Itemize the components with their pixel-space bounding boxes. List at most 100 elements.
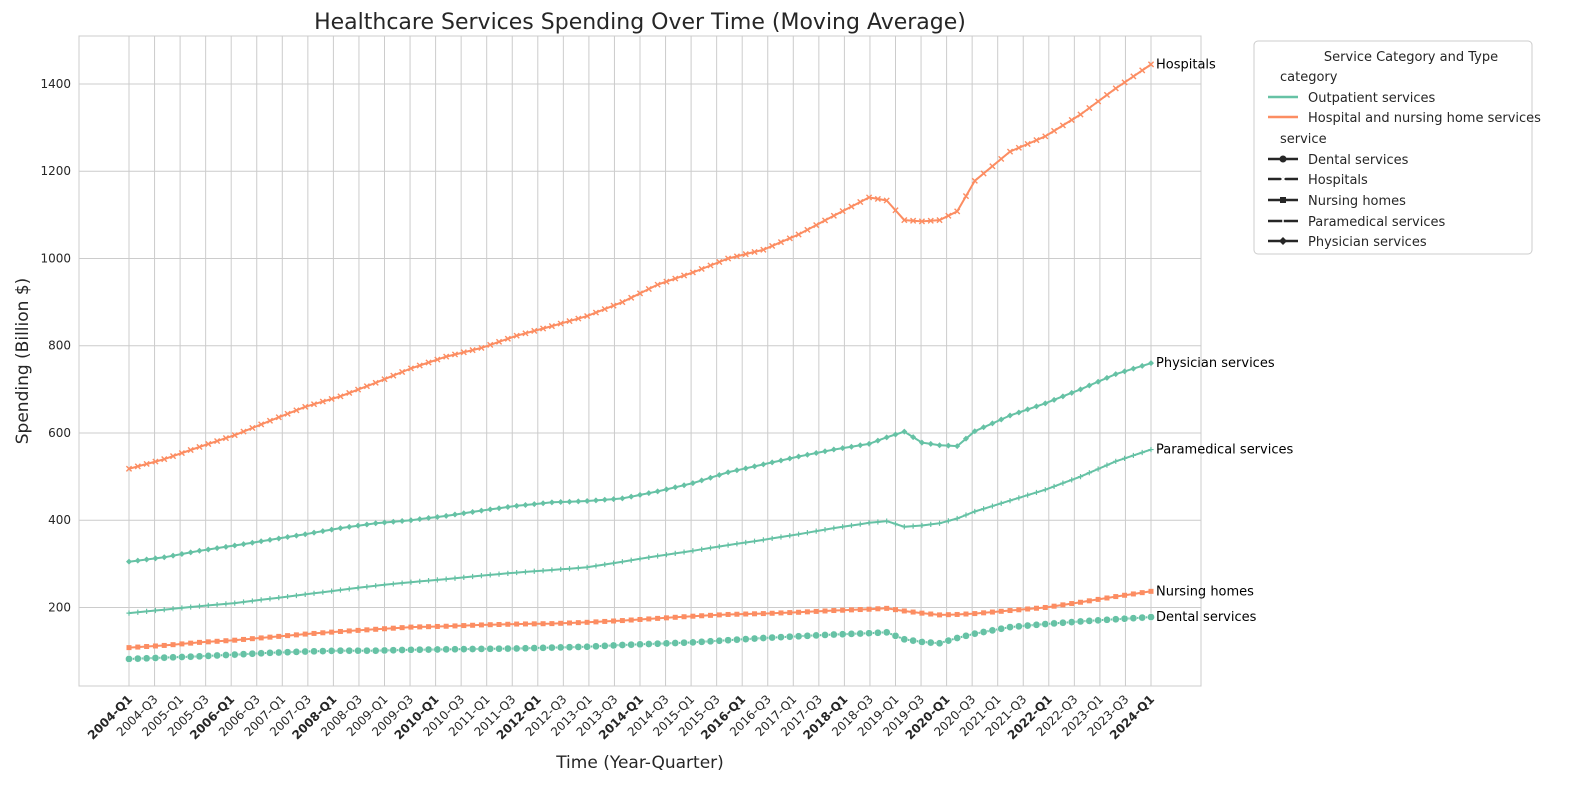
data-point [980, 424, 987, 431]
data-point [901, 428, 908, 435]
data-point [910, 523, 916, 529]
data-point [258, 597, 264, 603]
data-point [1113, 458, 1119, 464]
data-point [531, 327, 538, 334]
data-point [487, 506, 494, 513]
data-point [778, 534, 784, 540]
data-point [1025, 492, 1031, 498]
data-point [997, 624, 1006, 633]
chart-title: Healthcare Services Spending Over Time (… [314, 10, 966, 35]
data-point [169, 653, 177, 662]
data-point [346, 523, 353, 530]
data-point [1103, 91, 1111, 98]
data-point [646, 554, 652, 561]
data-point [979, 628, 988, 636]
data-point [680, 638, 688, 647]
data-point [672, 550, 678, 556]
data-point [592, 309, 600, 316]
data-point [742, 465, 749, 472]
data-point [812, 631, 821, 640]
data-point [329, 629, 335, 635]
data-point [477, 645, 486, 653]
data-point [1033, 403, 1040, 410]
data-point [857, 607, 863, 613]
data-point [989, 163, 996, 170]
data-point [407, 645, 415, 654]
data-point [628, 493, 635, 500]
data-point [874, 437, 881, 444]
data-point [602, 618, 608, 624]
data-point [161, 456, 168, 463]
data-point [258, 635, 264, 641]
data-point [741, 635, 750, 643]
data-point [460, 510, 467, 517]
data-point [866, 520, 872, 526]
data-point [522, 501, 529, 508]
data-point [769, 610, 775, 616]
data-point [355, 627, 361, 633]
data-point [495, 644, 503, 653]
data-point [205, 440, 212, 448]
data-point [248, 649, 257, 658]
data-point [346, 389, 353, 397]
data-point [866, 606, 872, 612]
data-point [470, 573, 476, 580]
data-point [196, 603, 203, 609]
data-point [266, 417, 274, 424]
data-point [284, 593, 291, 600]
data-point [548, 643, 556, 652]
data-point [486, 644, 495, 653]
data-point [972, 611, 978, 617]
data-point [496, 505, 503, 512]
data-point [804, 451, 811, 458]
data-point [584, 619, 590, 625]
data-point [399, 368, 406, 376]
data-point [725, 542, 731, 548]
data-point [249, 598, 255, 604]
data-point [655, 553, 661, 559]
data-point [857, 521, 863, 527]
data-point [654, 488, 661, 495]
data-point [274, 648, 283, 657]
data-point [592, 497, 599, 504]
data-point [989, 503, 996, 509]
data-point [372, 520, 379, 527]
data-point [179, 605, 185, 611]
data-point [707, 545, 714, 551]
x-axis: 2004-Q12004-Q32005-Q12005-Q32006-Q12006-… [85, 692, 1157, 742]
data-point [126, 610, 132, 616]
data-point [565, 643, 574, 652]
data-point [972, 508, 978, 515]
data-point [329, 588, 335, 594]
data-point [954, 443, 961, 450]
data-point [426, 624, 432, 630]
data-point [663, 552, 670, 558]
series-end-label: Physician services [1156, 356, 1275, 371]
data-point [530, 644, 539, 652]
data-point [1069, 477, 1075, 483]
data-point [1067, 618, 1076, 626]
data-point [663, 615, 669, 621]
data-point [716, 612, 722, 618]
data-point [293, 592, 299, 599]
data-point [777, 633, 785, 641]
y-axis: 200 400 600 800 1000 1200 1400 [40, 77, 71, 614]
data-point [654, 281, 661, 288]
data-point [302, 591, 308, 597]
data-point [531, 568, 537, 574]
data-point [152, 555, 159, 562]
data-point [1077, 474, 1084, 480]
data-point [214, 437, 221, 445]
data-point [311, 630, 317, 636]
data-point [241, 636, 247, 642]
data-point [962, 631, 970, 640]
data-point [443, 512, 450, 519]
data-point [470, 622, 476, 628]
data-point [443, 353, 450, 360]
data-point [125, 465, 133, 472]
data-point [636, 290, 644, 297]
data-point [715, 636, 724, 645]
data-point [848, 203, 855, 210]
data-point [954, 611, 960, 617]
